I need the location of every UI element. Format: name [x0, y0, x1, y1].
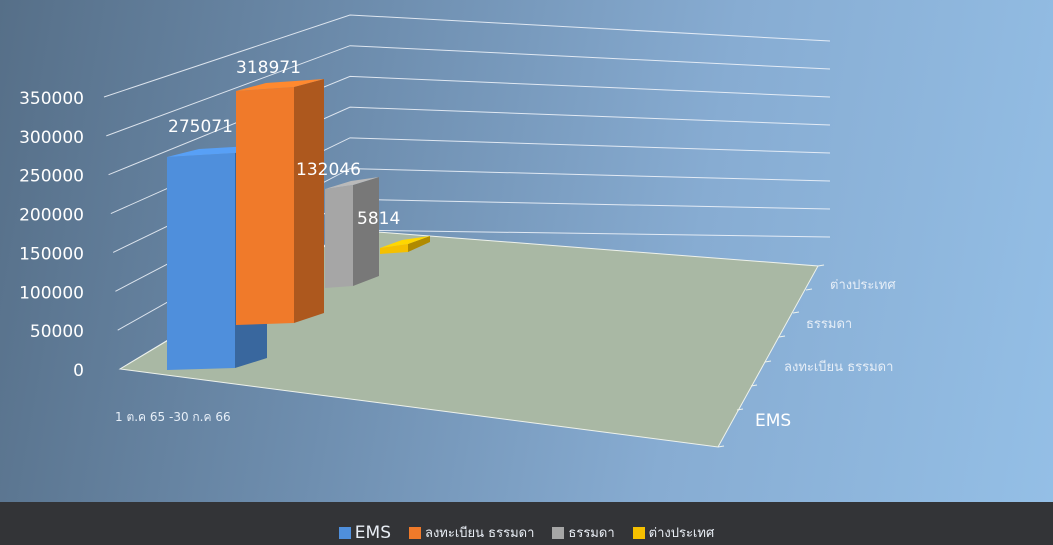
gridline: [108, 75, 831, 176]
category-label: 1 ต.ค 65 -30 ก.ค 66: [115, 410, 231, 424]
legend-swatch: [408, 526, 421, 539]
legend: EMS ลงทะเบียน ธรรมดา ธรรมดา ต่างประเทศ: [0, 502, 1053, 545]
depth-axis-tick: [717, 445, 725, 448]
legend-swatch: [338, 527, 351, 539]
legend-item: ลงทะเบียน ธรรมดา: [408, 522, 535, 543]
depth-axis-tick: [764, 360, 772, 363]
depth-axis-label: ต่างประเทศ: [830, 278, 896, 293]
depth-axis-tick: [792, 311, 800, 314]
bars: [167, 79, 430, 370]
bar-top: [236, 79, 324, 91]
y-tick-label: 100000: [19, 283, 84, 303]
y-tick-label: 0: [73, 361, 84, 381]
data-label: 275071: [168, 117, 233, 137]
y-tick-label: 200000: [19, 206, 84, 226]
legend-label: ธรรมดา: [568, 526, 615, 541]
depth-axis-label: ลงทะเบียน ธรรมดา: [784, 359, 893, 375]
depth-axis-tick: [736, 408, 744, 411]
legend-label: ต่างประเทศ: [648, 526, 715, 541]
legend-item: ธรรมดา: [552, 522, 615, 543]
legend-label: EMS: [354, 523, 391, 543]
data-labels: 275071 318971 132046 5814: [168, 58, 400, 229]
y-tick-label: 250000: [19, 167, 84, 187]
bar-front: [236, 87, 294, 325]
depth-axis-tick: [750, 384, 758, 387]
bar-front: [380, 244, 408, 254]
data-label: 5814: [357, 209, 400, 229]
depth-axis-label: ธรรมดา: [806, 317, 852, 332]
y-tick-label: 350000: [19, 89, 84, 109]
depth-axis-tick: [805, 288, 813, 291]
bar-front: [325, 185, 353, 288]
depth-axis-label: EMS: [755, 411, 791, 431]
y-tick-label: 150000: [19, 244, 84, 264]
legend-swatch: [552, 526, 565, 539]
y-tick-label: 50000: [30, 322, 84, 342]
data-label: 132046: [296, 160, 361, 180]
y-axis-ticks: 350000 300000 250000 200000 150000 100000 5000…: [19, 89, 84, 381]
depth-axis-tick: [817, 264, 825, 267]
bar-side: [408, 236, 430, 252]
chart-svg: 350000 300000 250000 200000 150000 100000 5000…: [19, 14, 896, 448]
gridline: [106, 45, 831, 137]
bar-side: [294, 79, 324, 323]
legend-item: ต่างประเทศ: [632, 522, 715, 543]
bar-side: [353, 177, 379, 286]
bar-top: [325, 177, 379, 189]
legend-swatch: [632, 526, 645, 539]
bar-top: [380, 236, 430, 248]
legend-item: EMS: [338, 523, 391, 543]
bar-front: [167, 153, 235, 370]
y-tick-label: 300000: [19, 128, 84, 148]
depth-axis-tick: [778, 335, 786, 338]
data-label: 318971: [236, 58, 301, 78]
legend-label: ลงทะเบียน ธรรมดา: [424, 526, 535, 541]
gridline: [103, 14, 831, 98]
